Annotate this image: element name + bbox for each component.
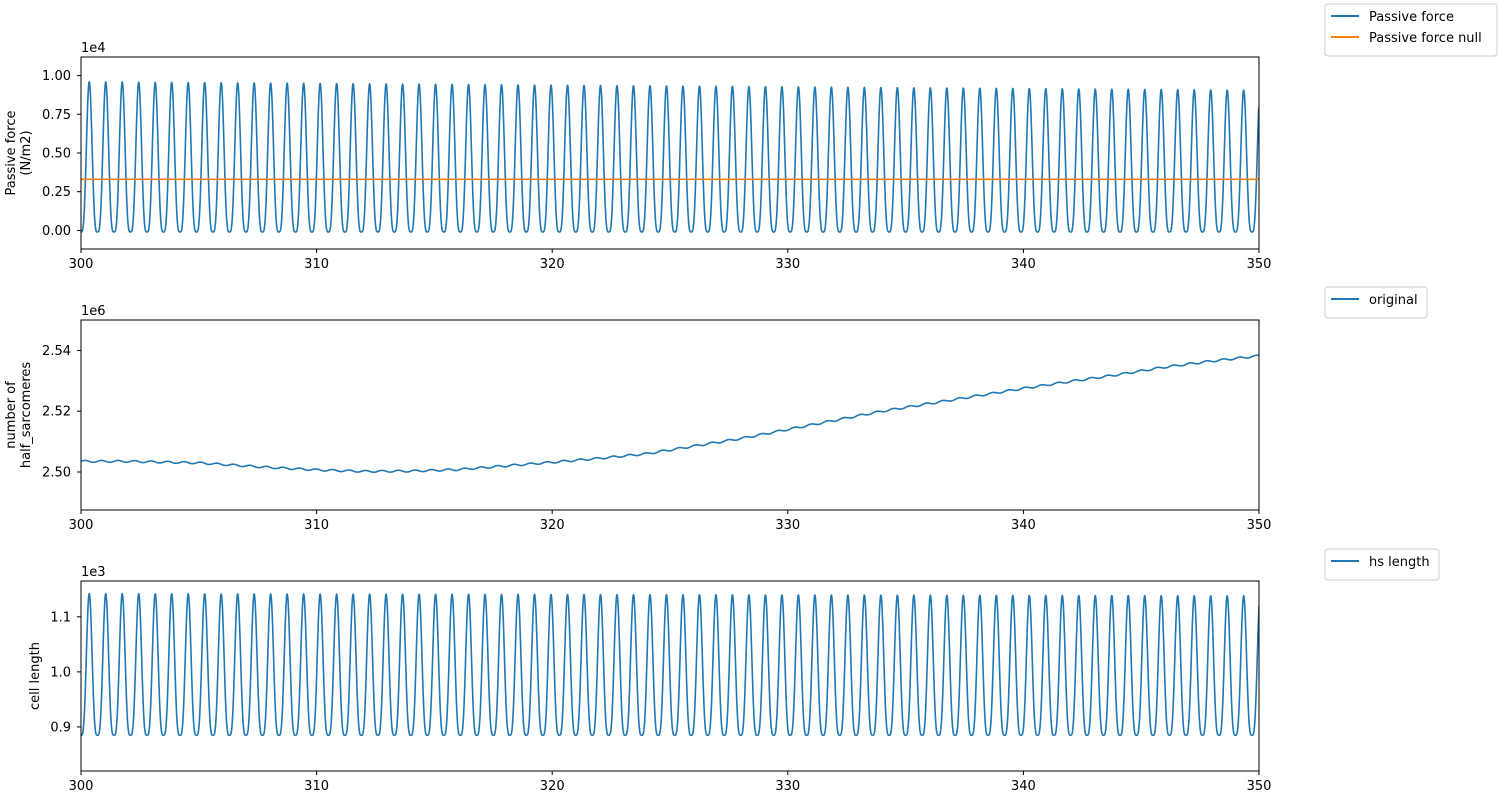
legend-box — [1324, 548, 1440, 581]
y-tick-label: 0.75 — [42, 108, 71, 123]
y-tick-label: 1.1 — [50, 610, 71, 625]
x-tick-label: 300 — [69, 518, 94, 533]
y-tick-label: 2.50 — [42, 466, 71, 481]
x-tick-label: 310 — [304, 518, 329, 533]
y-tick-label: 1.0 — [50, 665, 71, 680]
y-axis-label: (N/m2) — [19, 130, 34, 175]
series-group — [81, 354, 1259, 474]
x-tick-label: 310 — [304, 257, 329, 272]
y-offset-label: 1e3 — [81, 565, 106, 580]
y-axis-label: number of — [4, 381, 19, 449]
y-axis-label: half_sarcomeres — [19, 362, 34, 469]
chart-panel-3: 300 310 320 330 340 350 0.9 1.0 1.1 1e3 cell lengt… — [28, 548, 1440, 794]
series-group — [81, 81, 1259, 233]
legend: original — [1324, 286, 1428, 319]
x-tick-label: 340 — [1011, 518, 1036, 533]
y-offset-label: 1e4 — [81, 41, 106, 56]
x-tick-label: 350 — [1247, 257, 1272, 272]
series-line-1 — [81, 592, 1259, 736]
legend-label: original — [1369, 293, 1418, 308]
legend-label: Passive force — [1369, 10, 1454, 25]
y-tick-label: 0.00 — [42, 224, 71, 239]
y-tick-label: 2.54 — [42, 344, 71, 359]
legend-box — [1324, 286, 1428, 319]
chart-panel-2: 300 310 320 330 340 350 2.50 2.52 2.54 1e6 number … — [4, 286, 1428, 533]
y-axis-label: cell length — [28, 642, 43, 710]
y-axis-label: Passive force — [4, 111, 19, 196]
legend-box — [1324, 3, 1498, 57]
series-line-1 — [81, 354, 1259, 474]
y-tick-label: 0.25 — [42, 185, 71, 200]
legend-label: Passive force null — [1369, 31, 1482, 46]
y-offset-label: 1e6 — [81, 304, 106, 319]
series-group — [81, 592, 1259, 736]
x-tick-label: 350 — [1247, 518, 1272, 533]
series-line-1 — [81, 81, 1259, 233]
x-tick-label: 320 — [540, 779, 565, 794]
x-tick-label: 310 — [304, 779, 329, 794]
y-tick-label: 0.9 — [50, 720, 71, 735]
y-tick-label: 2.52 — [42, 405, 71, 420]
x-tick-label: 340 — [1011, 779, 1036, 794]
x-tick-label: 320 — [540, 257, 565, 272]
legend: Passive force Passive force null — [1324, 3, 1498, 57]
x-tick-label: 300 — [69, 779, 94, 794]
legend: hs length — [1324, 548, 1440, 581]
x-tick-label: 300 — [69, 257, 94, 272]
chart-panel-1: 300 310 320 330 340 350 0.00 0.25 0.50 0.75 1.00 1e… — [4, 3, 1498, 272]
x-tick-label: 330 — [775, 257, 800, 272]
x-tick-label: 340 — [1011, 257, 1036, 272]
axes-frame — [80, 580, 1260, 772]
legend-label: hs length — [1369, 555, 1430, 570]
x-tick-label: 330 — [775, 779, 800, 794]
y-tick-label: 0.50 — [42, 147, 71, 162]
x-tick-label: 320 — [540, 518, 565, 533]
y-tick-label: 1.00 — [42, 69, 71, 84]
x-tick-label: 350 — [1247, 779, 1272, 794]
x-tick-label: 330 — [775, 518, 800, 533]
axes-frame — [80, 319, 1260, 511]
